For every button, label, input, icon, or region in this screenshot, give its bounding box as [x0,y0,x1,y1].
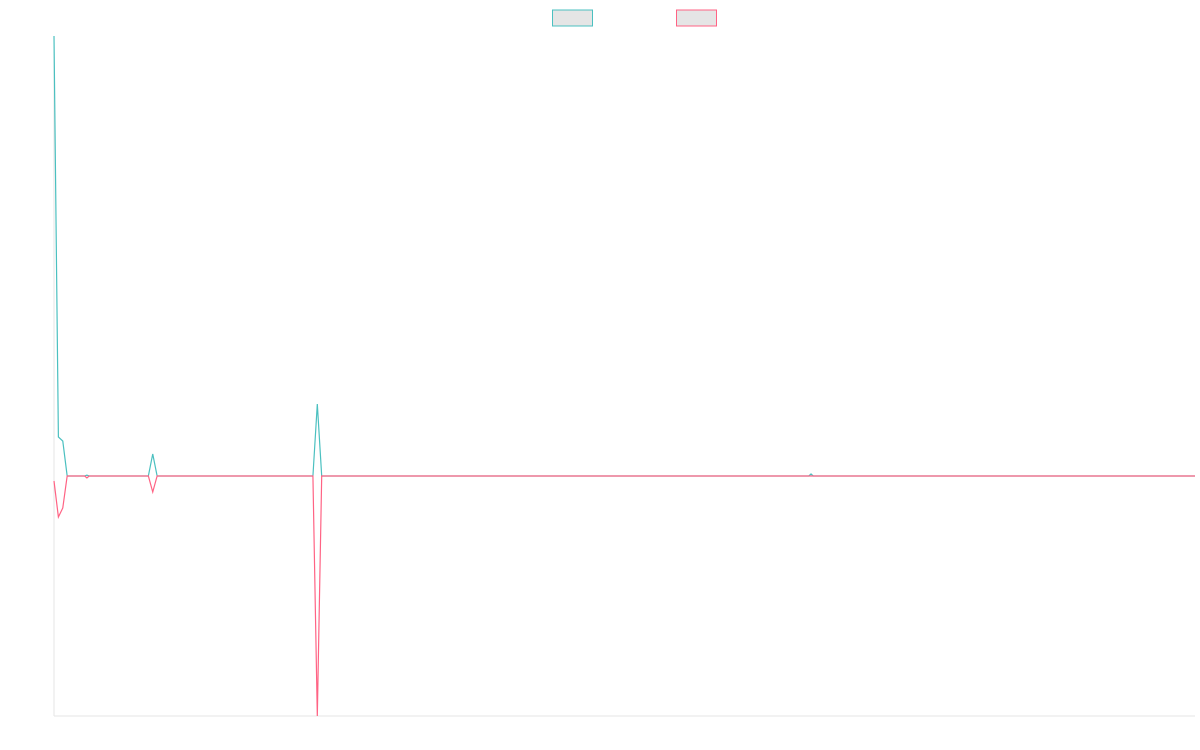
data-line [53,475,1195,717]
legend-swatch[interactable] [676,9,717,27]
legend-swatch[interactable] [552,9,593,27]
data-line [53,35,1195,477]
